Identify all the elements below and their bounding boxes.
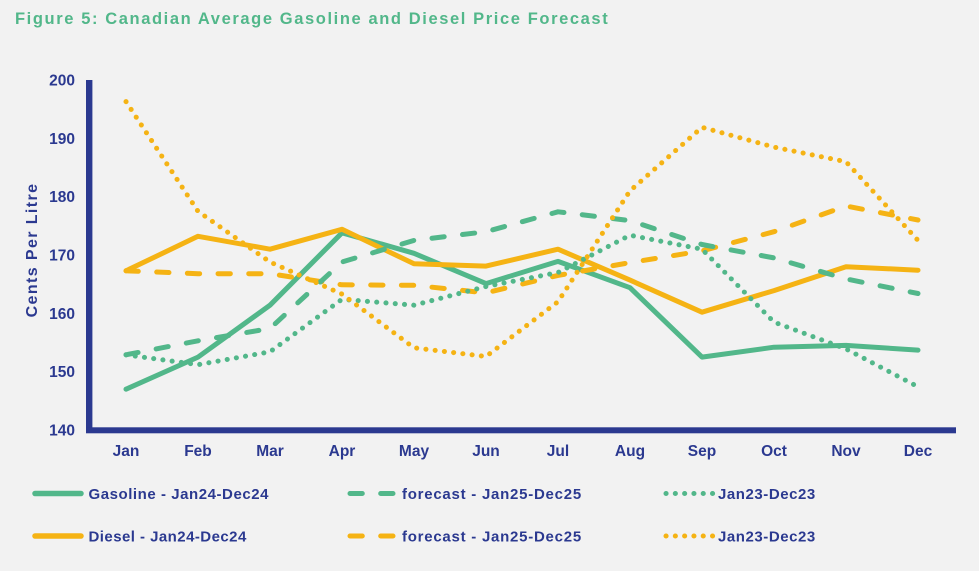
svg-text:190: 190 <box>49 131 75 148</box>
svg-text:Jan: Jan <box>113 443 140 460</box>
svg-text:Gasoline - Jan24-Dec24: Gasoline - Jan24-Dec24 <box>89 486 270 503</box>
svg-text:Jan23-Dec23: Jan23-Dec23 <box>718 486 816 503</box>
svg-text:Cents Per Litre: Cents Per Litre <box>24 183 41 318</box>
svg-text:140: 140 <box>49 423 75 440</box>
svg-text:Aug: Aug <box>615 443 645 460</box>
svg-text:180: 180 <box>49 189 75 206</box>
svg-text:Jun: Jun <box>472 443 500 460</box>
svg-text:Feb: Feb <box>184 443 212 460</box>
svg-text:160: 160 <box>49 306 75 323</box>
svg-text:Nov: Nov <box>831 443 861 460</box>
svg-text:Dec: Dec <box>904 443 933 460</box>
svg-text:May: May <box>399 443 430 460</box>
svg-text:Jan23-Dec23: Jan23-Dec23 <box>718 529 816 546</box>
svg-text:Figure 5: Canadian Average Gas: Figure 5: Canadian Average Gasoline and … <box>15 10 609 28</box>
svg-text:Diesel - Jan24-Dec24: Diesel - Jan24-Dec24 <box>89 529 247 546</box>
svg-text:Apr: Apr <box>329 443 356 460</box>
svg-text:170: 170 <box>49 248 75 265</box>
svg-text:200: 200 <box>49 73 75 90</box>
svg-text:Mar: Mar <box>256 443 284 460</box>
svg-text:Sep: Sep <box>688 443 716 460</box>
svg-text:Oct: Oct <box>761 443 787 460</box>
svg-text:forecast - Jan25-Dec25: forecast - Jan25-Dec25 <box>402 529 582 546</box>
svg-text:Jul: Jul <box>547 443 569 460</box>
svg-text:150: 150 <box>49 364 75 381</box>
svg-text:forecast - Jan25-Dec25: forecast - Jan25-Dec25 <box>402 486 582 503</box>
